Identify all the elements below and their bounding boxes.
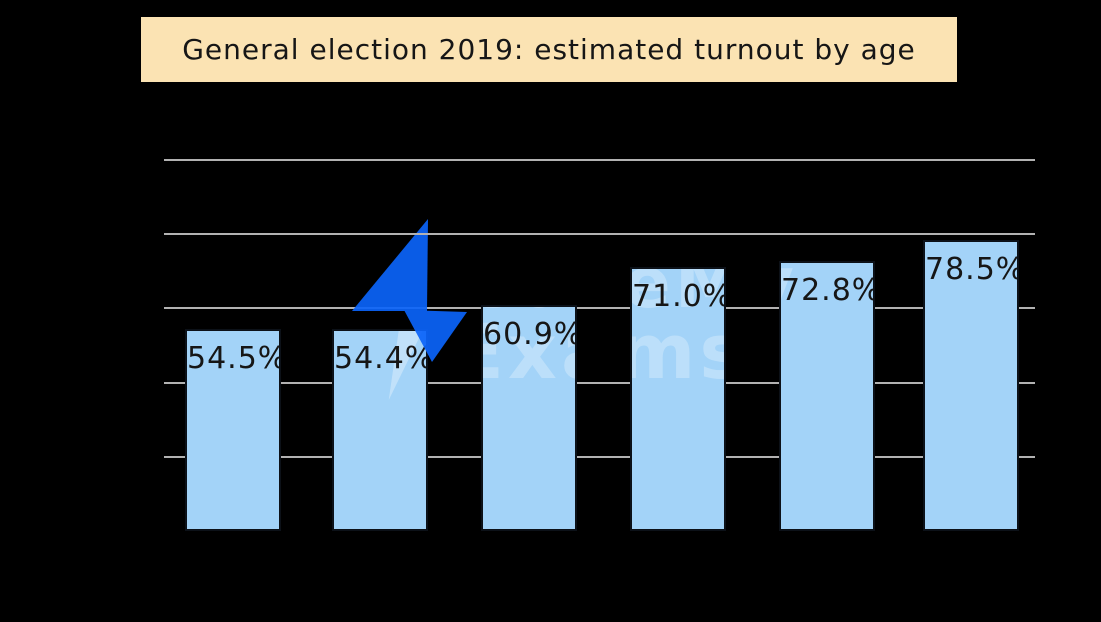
watermark-text-line2: Exams [632, 314, 724, 390]
chart-title: General election 2019: estimated turnout… [182, 33, 916, 66]
bar: SaveMyExams71.0% [630, 267, 726, 531]
bar-value-label: 72.8% [781, 273, 875, 308]
gridline-20-percent [164, 456, 1035, 458]
bar: SaveMyExams78.5% [923, 240, 1019, 531]
bar: SaveMyExams60.9% [481, 305, 577, 531]
bar: SaveMyExams54.4% [332, 329, 428, 531]
bar: SaveMyExams72.8% [779, 261, 875, 531]
bar-value-label: 78.5% [925, 252, 1019, 287]
gridline-60-percent [164, 307, 1035, 309]
gridline-100-percent [164, 159, 1035, 161]
bar-value-label: 54.5% [187, 341, 281, 376]
bar: SaveMyExams54.5% [185, 329, 281, 531]
gridline-80-percent [164, 233, 1035, 235]
bar-value-label: 71.0% [632, 279, 726, 314]
bar-value-label: 60.9% [483, 317, 577, 352]
chart-title-banner: General election 2019: estimated turnout… [141, 17, 957, 82]
gridline-40-percent [164, 382, 1035, 384]
bar-value-label: 54.4% [334, 341, 428, 376]
